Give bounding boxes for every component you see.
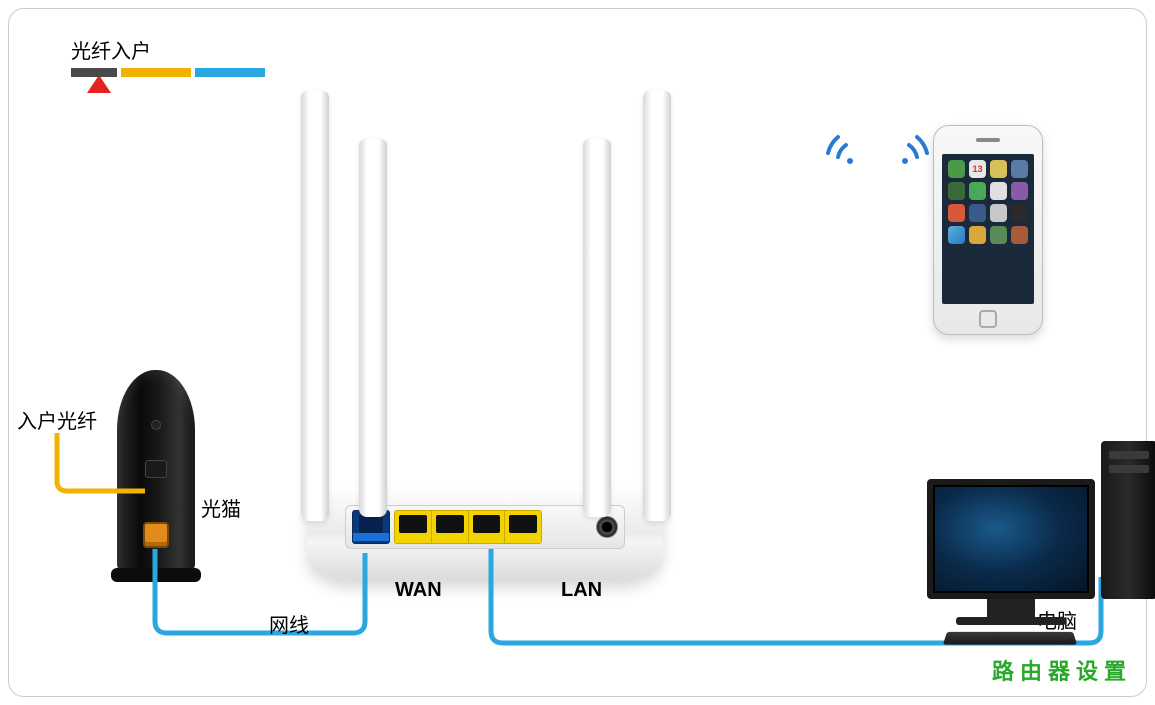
- monitor-screen: [935, 487, 1087, 591]
- app-icon: [1011, 160, 1028, 178]
- diagram-frame: 光纤入户 光猫 入户光纤: [8, 8, 1147, 697]
- keyboard: [943, 632, 1077, 645]
- incoming-fiber-line: [49, 429, 149, 519]
- app-icon: [948, 182, 965, 200]
- wan-label: WAN: [395, 579, 442, 602]
- legend-bar-2: [121, 68, 191, 77]
- antenna-2: [359, 139, 387, 517]
- app-icon: [1011, 226, 1028, 244]
- antenna-4: [643, 91, 671, 521]
- lan-ports: [394, 510, 542, 544]
- legend-bar-1: [71, 68, 117, 77]
- legend-title: 光纤入户: [71, 35, 265, 64]
- app-icon: [990, 204, 1007, 222]
- app-icon: [969, 182, 986, 200]
- monitor: [927, 479, 1095, 599]
- lan-port-4: [505, 511, 541, 543]
- modem-led-icon: [151, 420, 161, 430]
- modem-lan-port: [143, 522, 169, 548]
- monitor-stand: [987, 599, 1035, 617]
- modem-label: 光猫: [201, 493, 241, 522]
- app-icon: [969, 226, 986, 244]
- lan-port-1: [395, 511, 432, 543]
- monitor-foot: [956, 617, 1066, 625]
- app-icon: [948, 226, 965, 244]
- legend: 光纤入户: [71, 35, 265, 93]
- app-icon: [1011, 204, 1028, 222]
- phone-screen: 13: [942, 154, 1034, 304]
- antenna-1: [301, 91, 329, 521]
- wifi-waves-left-icon: [818, 127, 870, 179]
- desktop-computer: [927, 441, 1155, 647]
- calendar-app-icon: 13: [969, 160, 986, 178]
- antenna-3: [583, 139, 611, 517]
- wan-cable-label: 网线: [269, 609, 309, 638]
- app-icon: [990, 182, 1007, 200]
- smartphone: 13: [933, 125, 1043, 335]
- app-icon: [969, 204, 986, 222]
- legend-bars: [71, 68, 265, 77]
- pc-tower: [1101, 441, 1155, 599]
- phone-body: 13: [933, 125, 1043, 335]
- app-icon: [990, 160, 1007, 178]
- home-button-icon: [979, 310, 997, 328]
- app-icon: [948, 204, 965, 222]
- legend-bar-3: [195, 68, 265, 77]
- phone-speaker-icon: [976, 138, 1000, 142]
- wan-port-strip: [353, 533, 389, 541]
- app-icon: [948, 160, 965, 178]
- lan-port-3: [469, 511, 506, 543]
- app-icon: [1011, 182, 1028, 200]
- watermark-text: 路由器设置: [992, 654, 1132, 686]
- legend-marker-icon: [87, 75, 111, 93]
- app-icon: [990, 226, 1007, 244]
- lan-port-2: [432, 511, 469, 543]
- power-jack-icon: [596, 516, 618, 538]
- wifi-waves-right-icon: [885, 127, 937, 179]
